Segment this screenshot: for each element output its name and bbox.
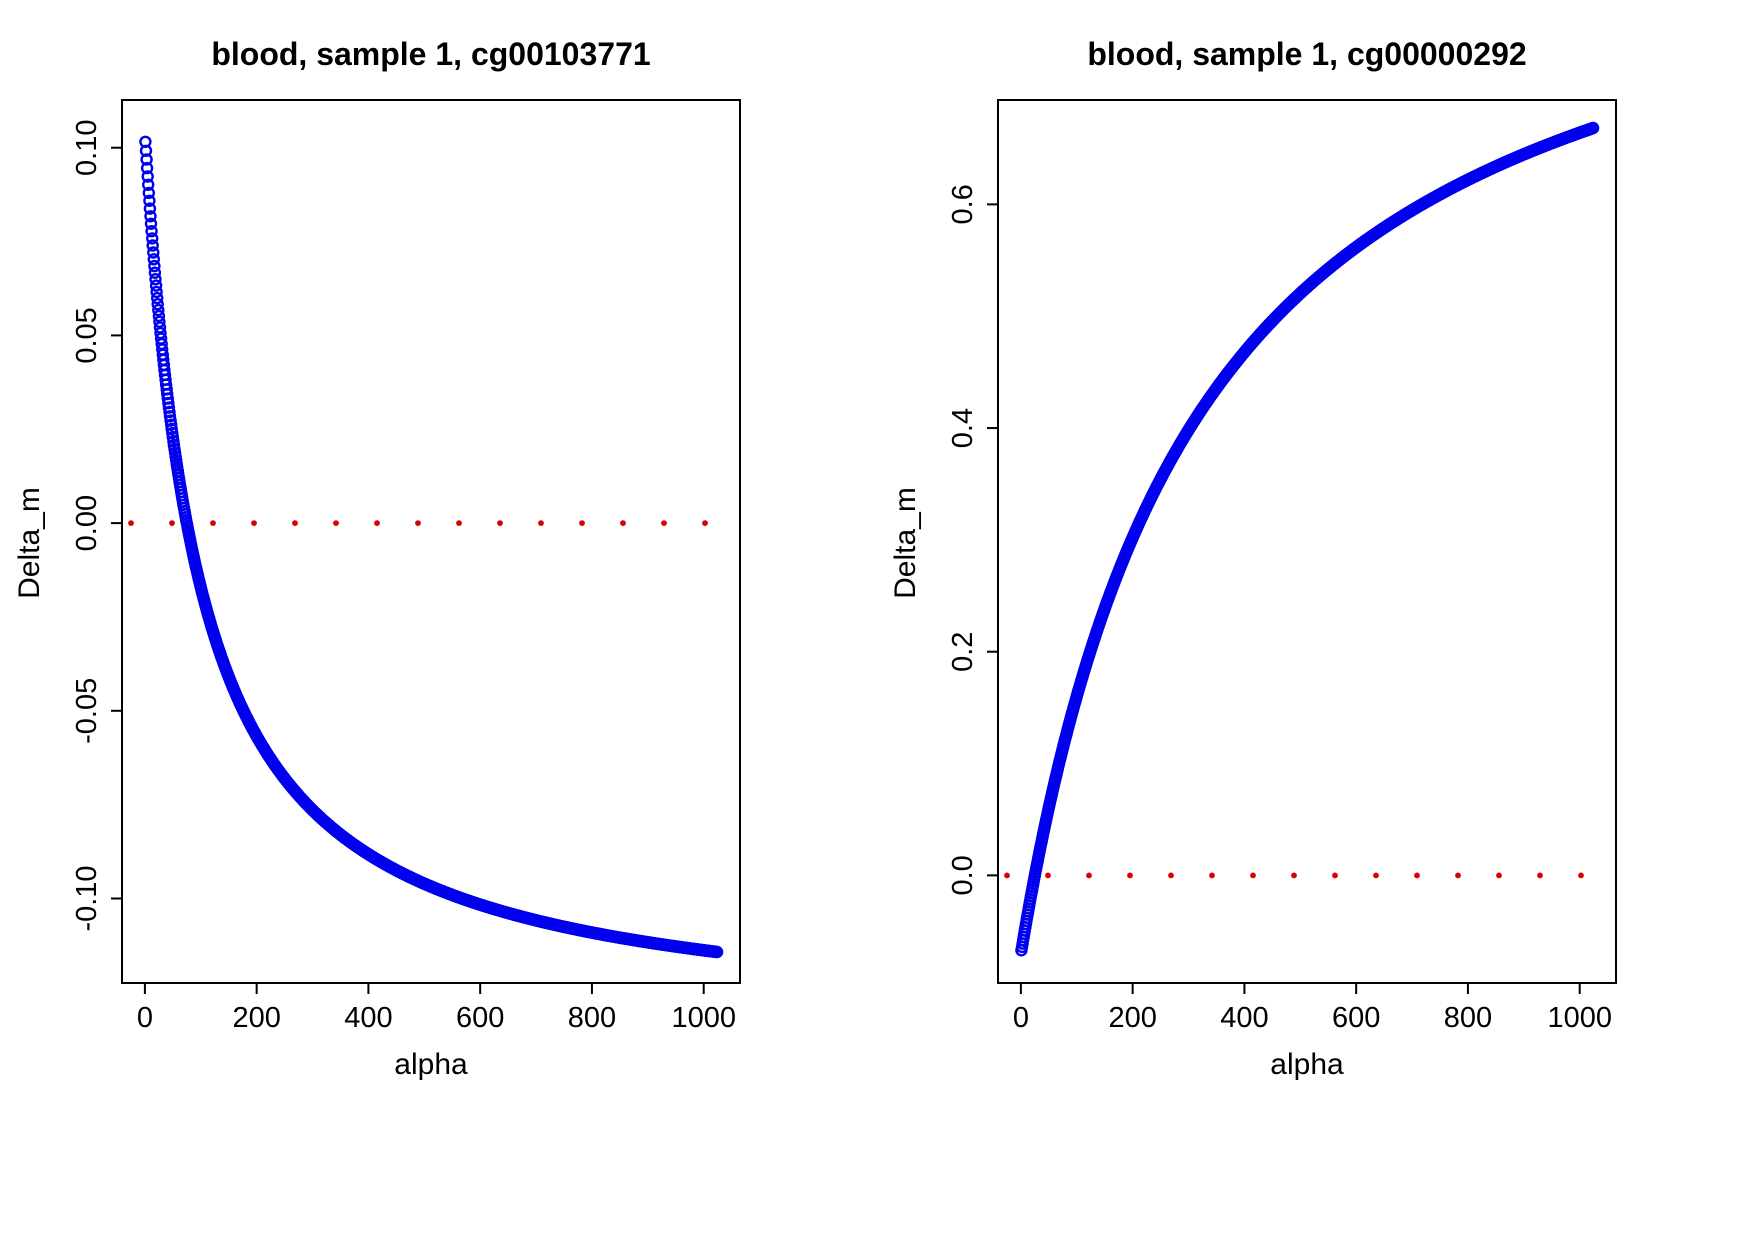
svg-text:400: 400 (344, 1002, 392, 1034)
svg-text:0.05: 0.05 (71, 307, 103, 363)
chart-panel-left: 0 200 400 600 800 1000 -0.10 -0.05 0.00 0.05 0.10 … (13, 36, 741, 1081)
svg-text:600: 600 (1332, 1002, 1380, 1034)
svg-text:400: 400 (1220, 1002, 1268, 1034)
svg-text:200: 200 (1108, 1002, 1156, 1034)
y-axis-label-right: Delta_m (889, 487, 922, 599)
svg-text:0: 0 (137, 1002, 153, 1034)
chart-title-left: blood, sample 1, cg00103771 (211, 36, 651, 72)
svg-text:0.0: 0.0 (947, 855, 979, 895)
x-axis-label-right: alpha (1270, 1048, 1344, 1081)
svg-text:0: 0 (1013, 1002, 1029, 1034)
svg-text:0.2: 0.2 (947, 632, 979, 672)
chart-title-right: blood, sample 1, cg00000292 (1087, 36, 1527, 72)
plot-area-left: 0 200 400 600 800 1000 -0.10 -0.05 0.00 0.05 0.10 (71, 99, 741, 1034)
svg-text:800: 800 (1444, 1002, 1492, 1034)
svg-text:0.4: 0.4 (947, 408, 979, 448)
x-axis-label-left: alpha (394, 1048, 468, 1081)
chart-panel-right: 0 200 400 600 800 1000 0.0 0.2 0.4 0.6 blood, sam… (876, 0, 1752, 1239)
svg-text:600: 600 (456, 1002, 504, 1034)
svg-text:0.6: 0.6 (947, 184, 979, 224)
svg-text:-0.05: -0.05 (71, 678, 103, 744)
svg-text:200: 200 (232, 1002, 280, 1034)
svg-text:1000: 1000 (1547, 1002, 1612, 1034)
svg-text:1000: 1000 (671, 1002, 736, 1034)
y-axis-label-left: Delta_m (13, 487, 46, 599)
svg-text:800: 800 (568, 1002, 616, 1034)
svg-text:-0.10: -0.10 (71, 865, 103, 931)
svg-text:0.00: 0.00 (71, 495, 103, 551)
svg-text:0.10: 0.10 (71, 119, 103, 175)
plot-area-right: 0 200 400 600 800 1000 0.0 0.2 0.4 0.6 (947, 99, 1617, 1034)
